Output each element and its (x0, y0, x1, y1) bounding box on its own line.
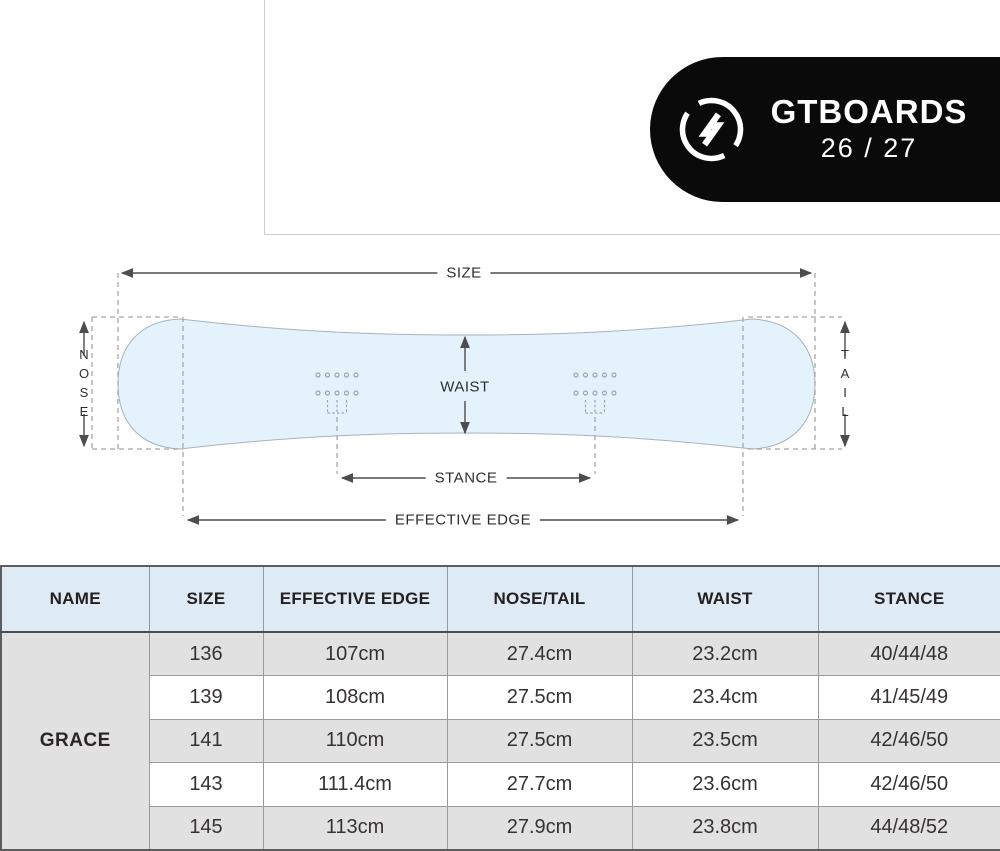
waist-label: WAIST (440, 378, 490, 396)
table-row: 143 111.4cm 27.7cm 23.6cm 42/46/50 (1, 762, 1000, 807)
nose-tail-cell: 27.4cm (446, 631, 633, 677)
nose-tail-cell: 27.9cm (446, 805, 633, 851)
brand-season: 26 / 27 (820, 133, 918, 164)
effective-edge-cell: 108cm (262, 675, 448, 720)
stance-cell: 41/45/49 (817, 675, 1000, 720)
snowboard-diagram (79, 268, 850, 525)
nose-tail-cell: 27.5cm (446, 718, 633, 764)
nose-label: NOSE (76, 347, 92, 423)
size-label: SIZE (437, 263, 491, 283)
binding-inserts-back (573, 372, 617, 414)
effective-edge-cell: 111.4cm (262, 762, 448, 807)
size-cell: 139 (148, 675, 264, 720)
table-row: 145 113cm 27.9cm 23.8cm 44/48/52 (1, 805, 1000, 851)
col-header-size: SIZE (148, 565, 264, 633)
col-header-nose-tail: NOSE/TAIL (446, 565, 633, 633)
gg-monogram-icon (679, 97, 744, 162)
stance-cell: 40/44/48 (817, 631, 1000, 677)
size-cell: 136 (148, 631, 264, 677)
waist-cell: 23.8cm (631, 805, 819, 851)
tail-label: TAIL (837, 347, 853, 423)
waist-cell: 23.5cm (631, 718, 819, 764)
col-header-waist: WAIST (631, 565, 819, 633)
waist-cell: 23.2cm (631, 631, 819, 677)
spec-table: NAME SIZE EFFECTIVE EDGE NOSE/TAIL WAIST… (0, 565, 1000, 851)
nose-tail-cell: 27.5cm (446, 675, 633, 720)
dashed-guides (91, 273, 842, 516)
top-card-outline (264, 0, 1000, 235)
brand-text-block: GTBOARDS 26 / 27 (746, 93, 992, 165)
effective-edge-cell: 113cm (262, 805, 448, 851)
table-row: GRACE 136 107cm 27.4cm 23.2cm 40/44/48 (0, 631, 1000, 851)
effective-edge-label: EFFECTIVE EDGE (385, 510, 541, 530)
table-row: 141 110cm 27.5cm 23.5cm 42/46/50 (1, 718, 1000, 764)
stance-cell: 42/46/50 (817, 762, 1000, 807)
board-name-cell: GRACE (0, 631, 150, 851)
header-row: NAME SIZE EFFECTIVE EDGE NOSE/TAIL WAIST… (0, 565, 1000, 633)
col-header-effective-edge: EFFECTIVE EDGE (262, 565, 448, 633)
nose-tail-cell: 27.7cm (446, 762, 633, 807)
size-cell: 145 (148, 805, 264, 851)
waist-cell: 23.6cm (631, 762, 819, 807)
col-header-stance: STANCE (817, 565, 1000, 633)
effective-edge-cell: 107cm (262, 631, 448, 677)
size-cell: 141 (148, 718, 264, 764)
waist-cell: 23.4cm (631, 675, 819, 720)
effective-edge-cell: 110cm (262, 718, 448, 764)
stance-cell: 44/48/52 (817, 805, 1000, 851)
brand-name: GTBOARDS (770, 93, 968, 131)
stance-label: STANCE (425, 468, 507, 488)
binding-inserts-front (315, 372, 359, 414)
brand-pill: GTBOARDS 26 / 27 (650, 57, 1000, 202)
stance-cell: 42/46/50 (817, 718, 1000, 764)
table-row: 139 108cm 27.5cm 23.4cm 41/45/49 (1, 675, 1000, 720)
size-cell: 143 (148, 762, 264, 807)
col-header-name: NAME (0, 565, 150, 633)
